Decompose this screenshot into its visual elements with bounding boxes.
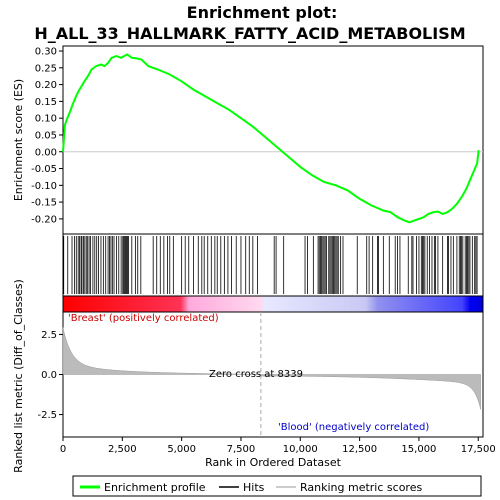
x-axis-label: Rank in Ordered Dataset <box>205 456 342 469</box>
metric-y-tick-label: -2.5 <box>37 410 57 421</box>
x-tick-label: 5,000 <box>167 444 196 455</box>
positive-class-label: 'Breast' (positively correlated) <box>68 313 219 324</box>
es-y-tick-label: -0.20 <box>31 214 57 225</box>
x-tick-label: 12,500 <box>342 444 377 455</box>
zero-cross-label: Zero cross at 8339 <box>209 369 303 380</box>
es-y-axis: 0.30 0.25 0.20 0.15 0.10 0.05 0.00 -0.05 -0.10 -0… <box>31 47 63 225</box>
hit-markers <box>63 236 478 294</box>
ranking-metric-area <box>62 327 481 410</box>
es-y-tick-label: 0.00 <box>35 147 57 158</box>
metric-y-tick-label: 0.0 <box>41 370 57 381</box>
legend-box <box>72 475 482 497</box>
es-y-axis-label: Enrichment score (ES) <box>12 79 25 201</box>
ranking-metric-series <box>62 327 481 410</box>
es-y-tick-label: -0.05 <box>31 164 57 175</box>
x-tick-label: 7,500 <box>227 444 256 455</box>
rank-color-bar <box>62 295 484 313</box>
legend-metric-label: Ranking metric scores <box>300 481 422 494</box>
x-tick-label: 2,500 <box>108 444 137 455</box>
x-tick-label: 17,500 <box>461 444 496 455</box>
es-panel-frame <box>62 45 484 235</box>
x-tick-label: 10,000 <box>283 444 318 455</box>
legend-profile-label: Enrichment profile <box>104 481 206 494</box>
chart-title-line-2: H_ALL_33_HALLMARK_FATTY_ACID_METABOLISM <box>34 24 465 43</box>
es-y-tick-label: 0.30 <box>35 47 57 58</box>
metric-y-tick-label: 2.5 <box>41 330 57 341</box>
x-axis: 0 2,500 5,000 7,500 10,000 12,500 15,000 17,500 <box>60 437 496 455</box>
enrichment-profile-series <box>62 53 480 224</box>
es-y-tick-label: 0.15 <box>35 97 57 108</box>
es-y-tick-label: 0.25 <box>35 63 57 74</box>
metric-y-axis: 2.5 0.0 -2.5 <box>37 330 63 421</box>
legend-hits-label: Hits <box>243 481 265 494</box>
es-y-tick-label: -0.10 <box>31 181 57 192</box>
x-tick-label: 0 <box>60 444 66 455</box>
negative-class-label: 'Blood' (negatively correlated) <box>278 422 429 433</box>
chart-title-line-1: Enrichment plot: <box>187 3 338 22</box>
metric-y-axis-label: Ranked list metric (Diff_of_Classes) <box>12 279 25 473</box>
x-tick-label: 15,000 <box>401 444 436 455</box>
es-y-tick-label: 0.20 <box>35 80 57 91</box>
es-y-tick-label: 0.05 <box>35 130 57 141</box>
es-y-tick-label: -0.15 <box>31 198 57 209</box>
enrichment-profile-line <box>62 53 480 224</box>
es-y-tick-label: 0.10 <box>35 114 57 125</box>
